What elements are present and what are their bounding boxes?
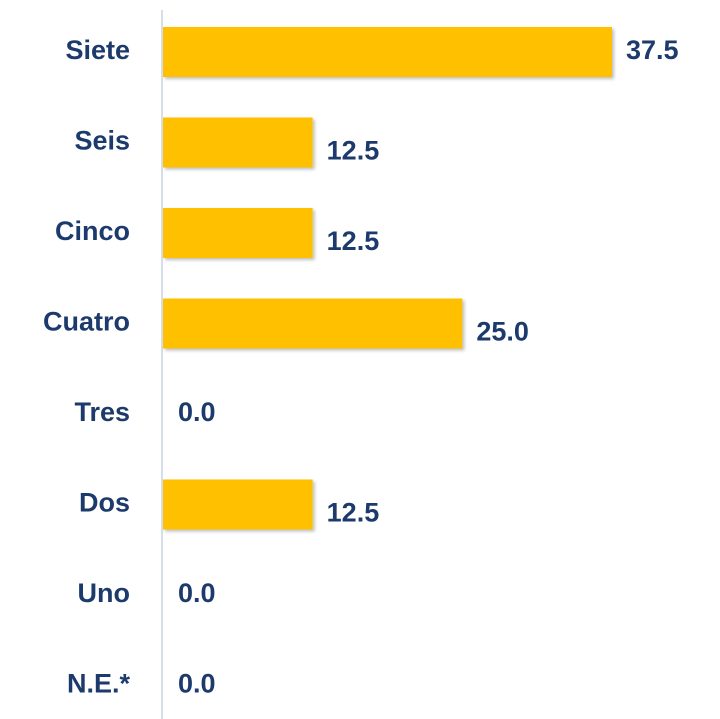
value-label: 0.0 bbox=[178, 578, 216, 608]
category-label: Tres bbox=[74, 397, 130, 427]
value-label: 12.5 bbox=[327, 498, 380, 528]
value-label: 12.5 bbox=[327, 226, 380, 256]
bar bbox=[163, 298, 463, 349]
bar bbox=[163, 117, 313, 168]
category-label: Seis bbox=[74, 126, 130, 156]
category-label: Cinco bbox=[55, 216, 130, 246]
value-label: 37.5 bbox=[626, 35, 679, 65]
value-label: 12.5 bbox=[327, 136, 380, 166]
category-label: N.E.* bbox=[67, 669, 131, 699]
category-label: Uno bbox=[78, 578, 130, 608]
category-label: Siete bbox=[65, 35, 130, 65]
category-label: Cuatro bbox=[43, 307, 130, 337]
bar bbox=[163, 208, 313, 258]
category-label: Dos bbox=[79, 488, 130, 518]
value-label: 0.0 bbox=[178, 397, 216, 427]
bar bbox=[163, 479, 313, 530]
value-label: 25.0 bbox=[476, 317, 529, 347]
value-label: 0.0 bbox=[178, 669, 216, 699]
bar bbox=[163, 27, 612, 77]
